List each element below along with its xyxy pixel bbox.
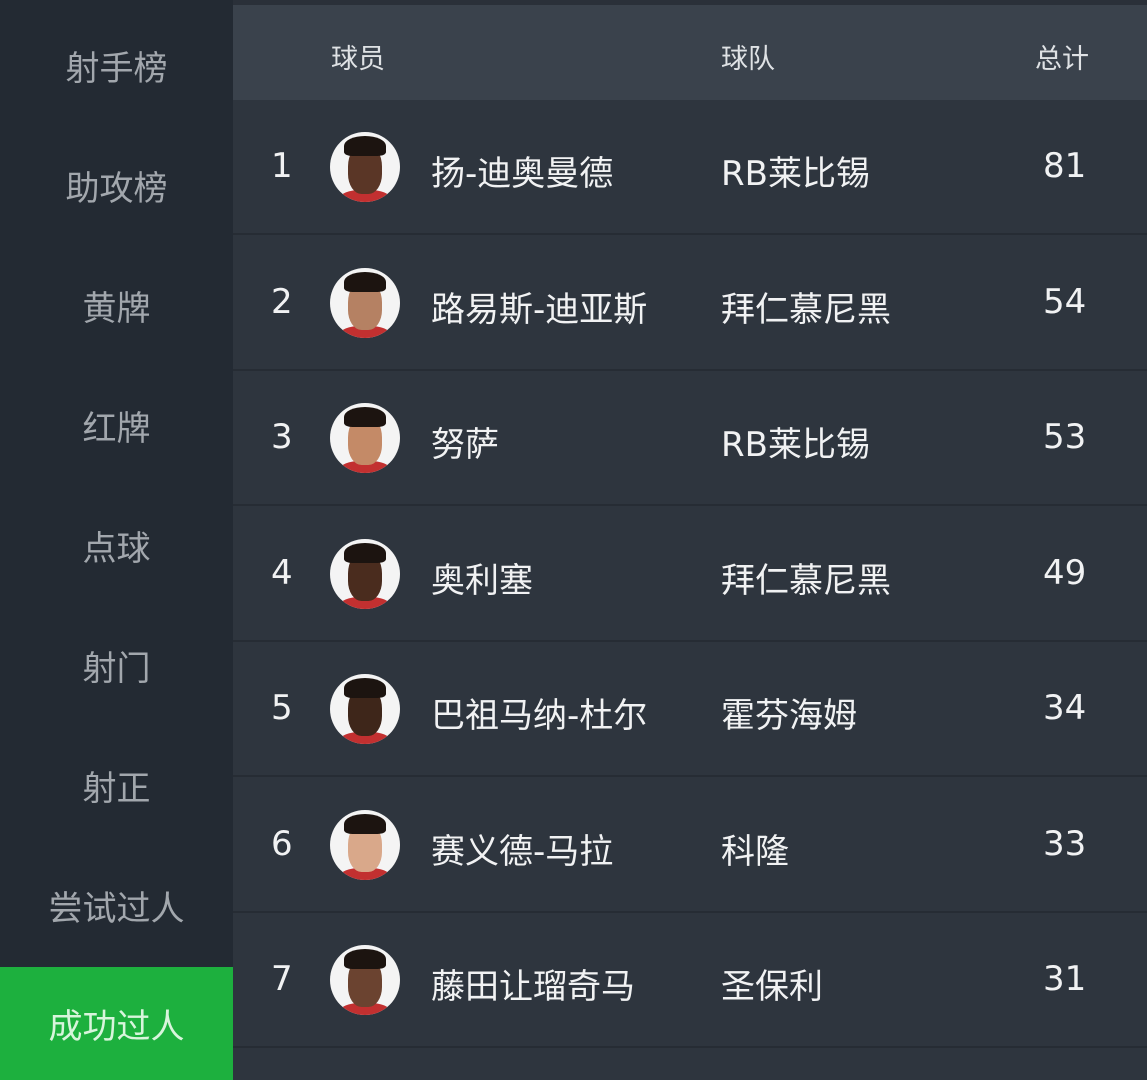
sidebar-item-shots-on-target[interactable]: 射正 xyxy=(82,768,151,809)
player-avatar xyxy=(330,403,400,473)
sidebar-item-shots[interactable]: 射门 xyxy=(82,648,151,689)
team-name[interactable]: RB莱比锡 xyxy=(721,154,870,194)
table-row[interactable]: 2 路易斯-迪亚斯 拜仁慕尼黑 54 xyxy=(233,236,1147,371)
sidebar-item-dribbles-successful[interactable]: 成功过人 xyxy=(0,967,233,1080)
sidebar-item-penalties[interactable]: 点球 xyxy=(82,528,151,569)
avatar-hair xyxy=(344,136,386,156)
player-name[interactable]: 藤田让瑠奇马 xyxy=(431,967,635,1007)
avatar-shirt xyxy=(340,325,390,338)
total-value: 34 xyxy=(1043,688,1087,728)
avatar-hair xyxy=(344,542,386,563)
rank: 4 xyxy=(271,552,293,593)
sidebar: 射手榜 助攻榜 黄牌 红牌 点球 射门 射正 尝试过人 成功过人 xyxy=(0,0,233,1080)
avatar-shirt xyxy=(340,596,390,609)
rank: 6 xyxy=(271,823,293,864)
table-row[interactable]: 5 巴祖马纳-杜尔 霍芬海姆 34 xyxy=(233,642,1147,777)
leaderboard-table: 球员 球队 总计 1 扬-迪奥曼德 RB莱比锡 81 2 路易斯-迪亚斯 拜仁慕尼… xyxy=(233,0,1147,1080)
sidebar-item-red-cards[interactable]: 红牌 xyxy=(82,408,151,449)
avatar-shirt xyxy=(340,732,390,744)
header-team: 球队 xyxy=(721,44,775,75)
total-value: 81 xyxy=(1043,146,1087,186)
total-value: 33 xyxy=(1043,823,1087,864)
player-avatar xyxy=(330,809,400,880)
total-value: 31 xyxy=(1043,959,1087,999)
total-value: 54 xyxy=(1043,281,1087,322)
header-total: 总计 xyxy=(1035,44,1089,75)
sidebar-item-yellow-cards[interactable]: 黄牌 xyxy=(82,288,151,329)
sidebar-item-assists[interactable]: 助攻榜 xyxy=(65,168,168,209)
rank: 5 xyxy=(271,688,293,728)
rank: 7 xyxy=(271,959,293,999)
team-name[interactable]: RB莱比锡 xyxy=(721,425,870,465)
header-player: 球员 xyxy=(331,44,385,75)
avatar-shirt xyxy=(340,190,390,202)
sidebar-item-top-scorers[interactable]: 射手榜 xyxy=(65,48,168,89)
avatar-shirt xyxy=(340,867,390,880)
table-header: 球员 球队 总计 xyxy=(233,5,1147,100)
team-name[interactable]: 拜仁慕尼黑 xyxy=(721,289,891,330)
player-name[interactable]: 努萨 xyxy=(431,425,499,465)
avatar-hair xyxy=(344,949,386,969)
avatar-hair xyxy=(344,271,386,292)
player-name[interactable]: 赛义德-马拉 xyxy=(431,831,614,872)
team-name[interactable]: 圣保利 xyxy=(721,967,823,1007)
avatar-shirt xyxy=(340,1003,390,1015)
team-name[interactable]: 科隆 xyxy=(721,831,789,872)
avatar-hair xyxy=(344,813,386,834)
avatar-hair xyxy=(344,678,386,698)
table-row[interactable]: 6 赛义德-马拉 科隆 33 xyxy=(233,778,1147,913)
player-name[interactable]: 巴祖马纳-杜尔 xyxy=(431,696,648,736)
player-name[interactable]: 扬-迪奥曼德 xyxy=(431,154,614,194)
sidebar-item-dribbles-attempted[interactable]: 尝试过人 xyxy=(48,888,185,929)
table-row[interactable]: 3 努萨 RB莱比锡 53 xyxy=(233,371,1147,506)
total-value: 49 xyxy=(1043,552,1087,593)
table-row[interactable]: 7 藤田让瑠奇马 圣保利 31 xyxy=(233,913,1147,1048)
player-name[interactable]: 奥利塞 xyxy=(431,560,533,601)
table-row[interactable]: 4 奥利塞 拜仁慕尼黑 49 xyxy=(233,507,1147,642)
rank: 2 xyxy=(271,281,293,322)
player-avatar xyxy=(330,132,400,202)
top-strip xyxy=(233,0,1147,5)
total-value: 53 xyxy=(1043,417,1087,457)
avatar-shirt xyxy=(340,461,390,473)
team-name[interactable]: 霍芬海姆 xyxy=(721,696,857,736)
player-name[interactable]: 路易斯-迪亚斯 xyxy=(431,289,648,330)
player-avatar xyxy=(330,945,400,1015)
rank: 1 xyxy=(271,146,293,186)
table-row[interactable]: 1 扬-迪奥曼德 RB莱比锡 81 xyxy=(233,100,1147,235)
team-name[interactable]: 拜仁慕尼黑 xyxy=(721,560,891,601)
player-avatar xyxy=(330,267,400,338)
player-avatar xyxy=(330,538,400,609)
rank: 3 xyxy=(271,417,293,457)
player-avatar xyxy=(330,674,400,744)
avatar-hair xyxy=(344,407,386,427)
